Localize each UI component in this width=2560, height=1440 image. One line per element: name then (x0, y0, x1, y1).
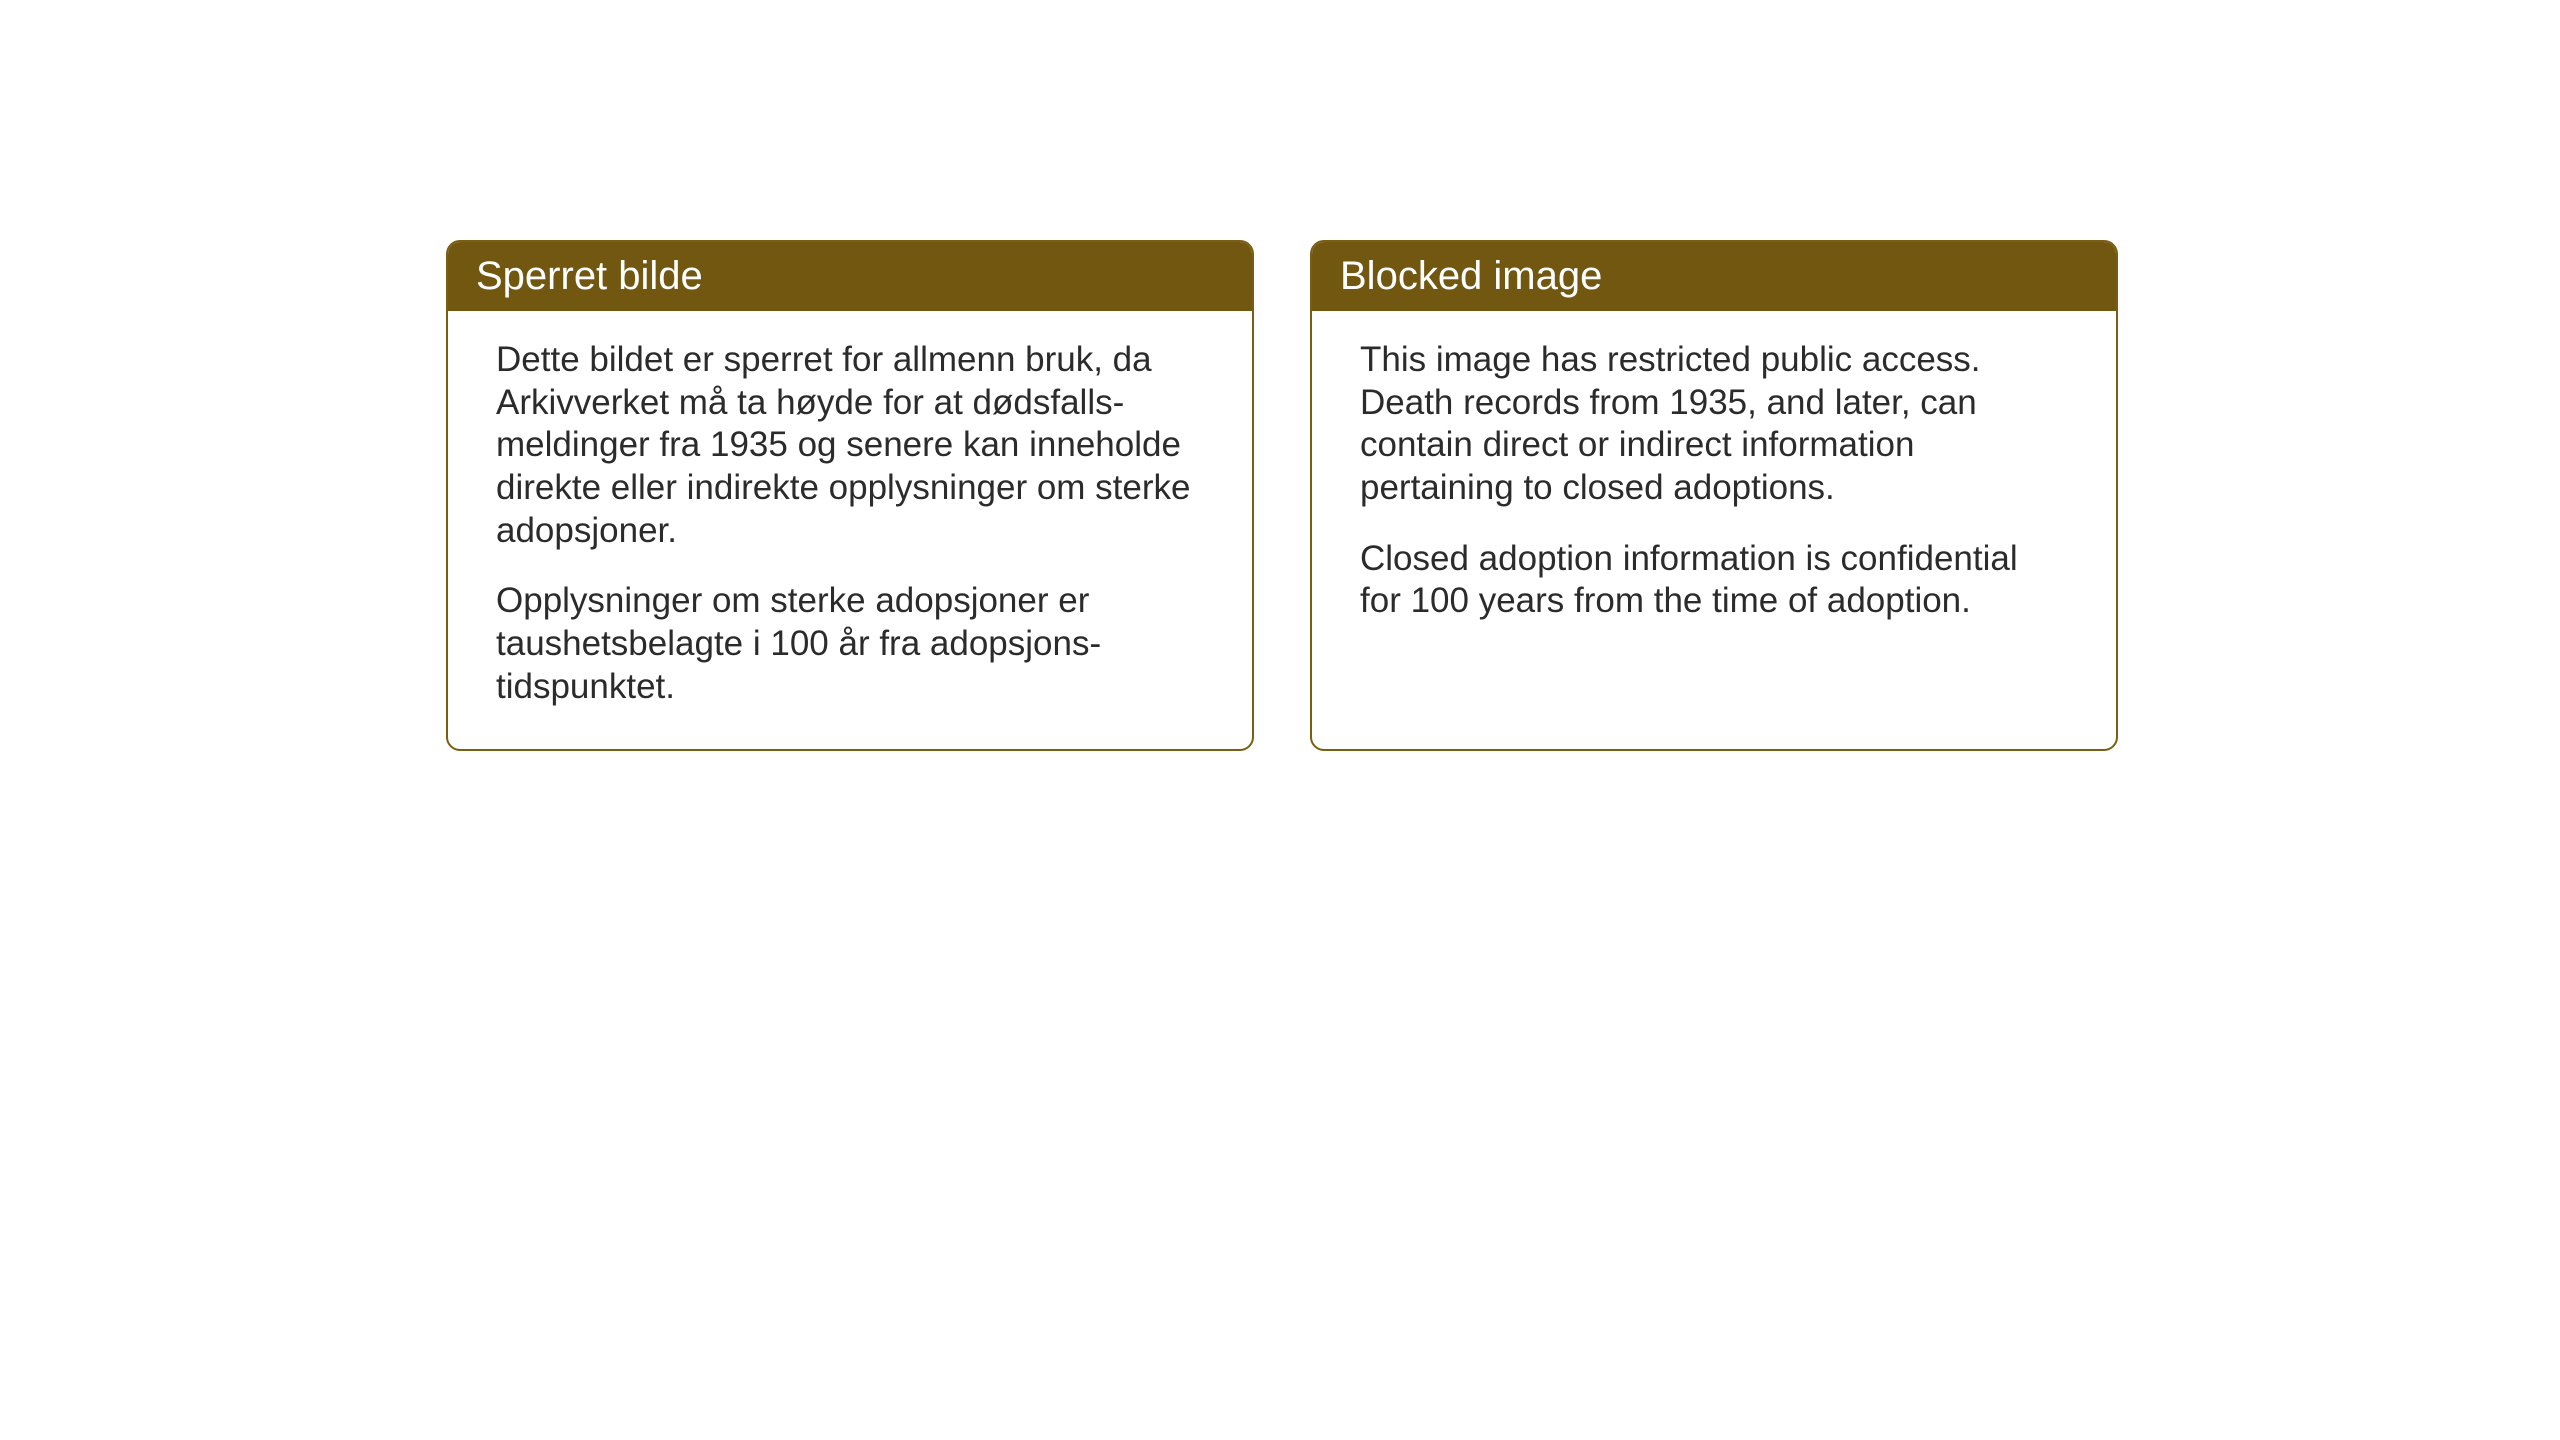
norwegian-paragraph-2: Opplysninger om sterke adopsjoner er tau… (496, 580, 1204, 708)
english-card-header: Blocked image (1312, 242, 2116, 311)
english-paragraph-2: Closed adoption information is confident… (1360, 538, 2068, 623)
norwegian-card-title: Sperret bilde (476, 254, 703, 298)
english-card: Blocked image This image has restricted … (1310, 240, 2118, 751)
norwegian-paragraph-1: Dette bildet er sperret for allmenn bruk… (496, 339, 1204, 552)
norwegian-card-header: Sperret bilde (448, 242, 1252, 311)
english-paragraph-1: This image has restricted public access.… (1360, 339, 2068, 510)
norwegian-card: Sperret bilde Dette bildet er sperret fo… (446, 240, 1254, 751)
cards-container: Sperret bilde Dette bildet er sperret fo… (446, 240, 2118, 751)
english-card-body: This image has restricted public access.… (1312, 311, 2116, 663)
norwegian-card-body: Dette bildet er sperret for allmenn bruk… (448, 311, 1252, 749)
english-card-title: Blocked image (1340, 254, 1602, 298)
